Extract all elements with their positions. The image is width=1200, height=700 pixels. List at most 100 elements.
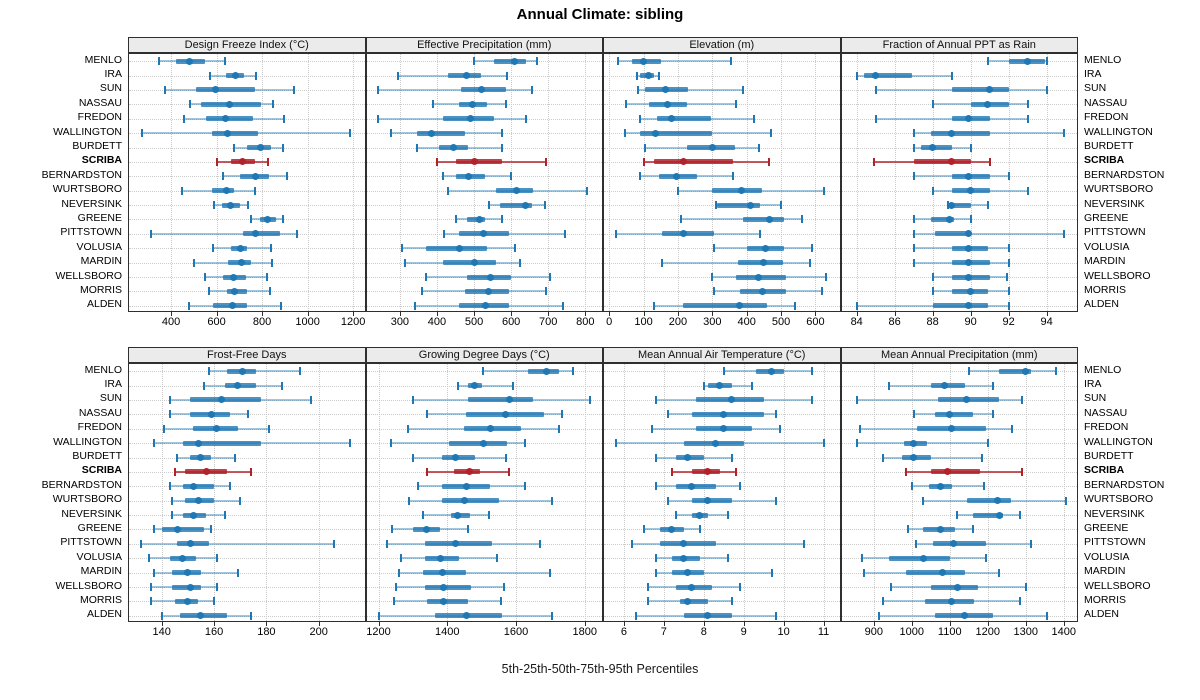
whisker-cap: [212, 244, 215, 253]
whisker-cap: [670, 467, 673, 476]
median-dot: [664, 100, 672, 108]
median-dot: [704, 468, 712, 476]
whisker-cap: [391, 525, 394, 534]
grid-line: [436, 54, 438, 311]
panel-header: Mean Annual Precipitation (mm): [840, 347, 1078, 363]
whisker-cap: [466, 525, 469, 534]
whisker-cap: [774, 611, 777, 620]
site-label: FREDON: [77, 111, 122, 124]
grid-line: [712, 54, 714, 311]
whisker-cap: [650, 424, 653, 433]
site-label: NASSAU: [78, 96, 122, 109]
whisker-cap: [912, 244, 915, 253]
whisker-cap: [711, 273, 714, 282]
x-tick-label: 1400: [1051, 626, 1076, 638]
whisker-cap: [393, 597, 395, 606]
median-dot: [230, 273, 238, 281]
grid-line: [783, 364, 785, 621]
whisker-cap: [389, 129, 392, 138]
median-dot: [679, 158, 687, 166]
panel-header: Fraction of Annual PPT as Rain: [840, 37, 1078, 53]
whisker-cap: [425, 467, 428, 476]
median-dot: [251, 172, 259, 180]
site-label: BURDETT: [1084, 140, 1134, 153]
site-label: GREENE: [77, 211, 122, 224]
whisker-cap: [1064, 496, 1067, 505]
grid-line: [643, 54, 645, 311]
site-label: IRA: [1084, 68, 1102, 81]
grid-line: [129, 457, 365, 459]
x-tick-label: 11: [817, 626, 830, 638]
grid-line: [663, 364, 665, 621]
whisker: [377, 88, 532, 91]
whisker-cap: [249, 467, 252, 476]
median-dot: [460, 497, 468, 505]
iqr-bar: [888, 555, 950, 561]
grid-line: [447, 364, 449, 621]
x-tick-label: 90: [964, 316, 977, 328]
whisker-cap: [511, 381, 514, 390]
grid-line: [911, 364, 913, 621]
site-label: IRA: [104, 68, 122, 81]
median-dot: [919, 554, 927, 562]
grid-line: [841, 529, 1077, 531]
median-dot: [704, 612, 712, 620]
iqr-bar: [906, 570, 965, 576]
whisker-cap: [269, 287, 272, 296]
iqr-bar: [424, 584, 472, 590]
median-dot: [965, 172, 973, 180]
whisker-cap: [910, 482, 913, 491]
x-tick: [703, 622, 705, 626]
whisker-cap: [152, 525, 155, 534]
whisker-cap: [207, 367, 210, 376]
median-dot: [189, 482, 197, 490]
whisker-cap: [750, 381, 753, 390]
x-tick-label: 86: [888, 316, 901, 328]
grid-line: [604, 529, 840, 531]
median-dot: [765, 215, 773, 223]
median-dot: [470, 259, 478, 267]
median-dot: [505, 396, 513, 404]
median-dot: [454, 511, 462, 519]
whisker-cap: [730, 57, 733, 66]
median-dot: [680, 540, 688, 548]
whisker-cap: [914, 539, 917, 548]
grid-line: [366, 457, 602, 459]
median-dot: [910, 439, 918, 447]
grid-line: [841, 500, 1077, 502]
site-label: MARDIN: [1084, 255, 1126, 268]
site-label: BURDETT: [1084, 450, 1134, 463]
grid-line: [366, 601, 602, 603]
whisker-cap: [950, 71, 953, 80]
site-label: MENLO: [1084, 363, 1122, 376]
median-dot: [513, 187, 521, 195]
whisker-cap: [931, 273, 934, 282]
median-dot: [440, 583, 448, 591]
whisker-cap: [906, 525, 909, 534]
median-dot: [965, 273, 973, 281]
median-dot: [229, 302, 237, 310]
whisker-cap: [630, 539, 633, 548]
grid-line: [366, 61, 602, 63]
whisker-cap: [969, 215, 972, 224]
whisker-cap: [415, 143, 418, 152]
grid-line: [841, 457, 1077, 459]
grid-line: [129, 277, 365, 279]
x-tick: [856, 312, 858, 316]
whisker-cap: [726, 511, 729, 520]
grid-line: [129, 543, 365, 545]
site-label: WALLINGTON: [53, 125, 122, 138]
median-dot: [720, 410, 728, 418]
grid-line: [604, 543, 840, 545]
median-dot: [462, 612, 470, 620]
grid-line: [604, 61, 840, 63]
whisker-cap: [793, 301, 796, 310]
x-tick: [746, 312, 748, 316]
grid-line: [841, 147, 1077, 149]
whisker-cap: [722, 367, 725, 376]
iqr-bar: [683, 303, 768, 309]
iqr-bar: [196, 87, 256, 93]
whisker-cap: [882, 597, 885, 606]
whisker-cap: [249, 215, 252, 224]
